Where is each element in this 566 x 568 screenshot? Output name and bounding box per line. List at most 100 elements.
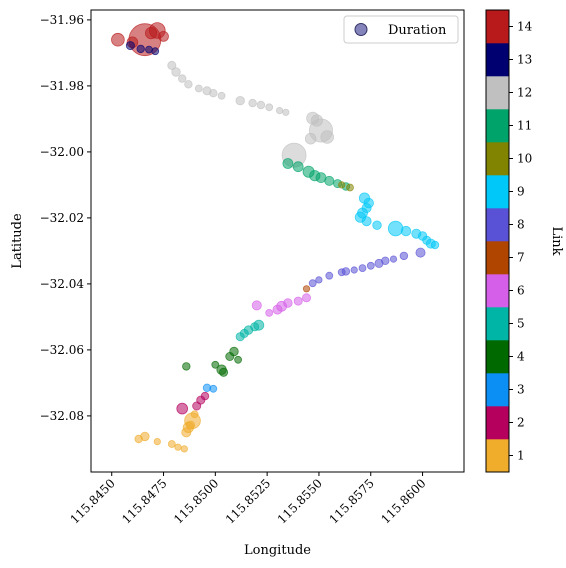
colorbar-tick-label: 7 bbox=[517, 251, 525, 265]
scatter-point bbox=[358, 264, 367, 273]
x-tick-label: 115.8525 bbox=[223, 476, 273, 526]
y-axis: −31.96 −31.98 −32.00 −32.02 −32.04 −32.06 −32.… bbox=[40, 13, 91, 423]
scatter-point bbox=[167, 60, 177, 70]
scatter-point bbox=[234, 355, 243, 364]
scatter-point bbox=[111, 32, 125, 47]
y-tick-label: −32.08 bbox=[40, 409, 84, 423]
scatter-point bbox=[415, 247, 426, 258]
scatter-point bbox=[366, 261, 375, 270]
colorbar-swatch bbox=[486, 175, 509, 209]
colorbar-tick-label: 11 bbox=[517, 119, 532, 133]
scatter-point bbox=[387, 220, 404, 237]
scatter-point bbox=[251, 300, 262, 311]
scatter-point bbox=[209, 384, 218, 393]
scatter-point bbox=[361, 216, 372, 227]
scatter-point bbox=[250, 322, 260, 332]
colorbar-tick-label: 1 bbox=[517, 449, 525, 463]
scatter-point bbox=[248, 98, 257, 108]
scatter-point bbox=[239, 328, 249, 338]
y-tick-label: −32.04 bbox=[40, 277, 85, 291]
scatter-point bbox=[361, 202, 372, 213]
scatter-point bbox=[283, 298, 293, 308]
legend-marker bbox=[354, 23, 368, 36]
colorbar-swatch bbox=[486, 142, 509, 176]
colorbar-tick-label: 2 bbox=[517, 416, 525, 430]
scatter-point bbox=[190, 410, 199, 419]
scatter-point bbox=[174, 443, 182, 451]
scatter-point bbox=[265, 308, 274, 317]
scatter-point bbox=[209, 88, 218, 98]
scatter-point bbox=[158, 31, 169, 42]
scatter-point bbox=[184, 80, 193, 89]
legend-entry-duration: Duration bbox=[388, 23, 447, 38]
scatter-point bbox=[324, 175, 335, 186]
x-tick-label: 115.8600 bbox=[378, 476, 428, 526]
scatter-point bbox=[272, 304, 283, 315]
scatter-point bbox=[350, 266, 358, 274]
scatter-point bbox=[219, 367, 229, 377]
scatter-point bbox=[337, 268, 346, 277]
y-tick-label: −32.02 bbox=[40, 211, 84, 225]
scatter-point bbox=[181, 427, 192, 438]
scatter-point bbox=[320, 130, 335, 144]
scatter-point bbox=[145, 26, 158, 40]
x-tick-label: 115.8475 bbox=[119, 476, 169, 526]
scatter-point bbox=[171, 67, 181, 77]
colorbar-tick-label: 9 bbox=[517, 185, 525, 199]
scatter-point bbox=[211, 360, 220, 369]
scatter-point bbox=[389, 255, 398, 263]
colorbar-swatch bbox=[486, 208, 509, 242]
legend-box bbox=[343, 15, 459, 44]
colorbar-tick-label: 10 bbox=[517, 152, 532, 166]
x-tick-label: 115.8550 bbox=[275, 476, 325, 526]
scatter-point bbox=[372, 220, 382, 230]
scatter-point bbox=[200, 391, 210, 401]
scatter-point bbox=[308, 279, 317, 288]
scatter-point bbox=[301, 293, 311, 303]
colorbar-tick-label: 3 bbox=[517, 383, 525, 397]
scatter-point bbox=[430, 240, 440, 250]
colorbar-swatch bbox=[486, 241, 509, 275]
scatter-point bbox=[194, 84, 203, 93]
colorbar-frame bbox=[485, 9, 510, 473]
scatter-point bbox=[134, 434, 143, 444]
colorbar-swatch bbox=[486, 406, 509, 440]
colorbar-label: Link bbox=[549, 226, 564, 255]
colorbar-swatch bbox=[486, 76, 509, 110]
scatter-point bbox=[304, 132, 317, 145]
scatter-point bbox=[217, 91, 226, 100]
y-tick-label: −32.00 bbox=[40, 145, 84, 159]
scatter-point bbox=[167, 440, 176, 448]
scatter-point bbox=[399, 251, 409, 261]
scatter-point bbox=[185, 420, 195, 430]
colorbar-swatch bbox=[486, 43, 509, 77]
scatter-point bbox=[235, 95, 245, 106]
scatter-point bbox=[310, 114, 323, 127]
colorbar-swatch bbox=[486, 109, 509, 143]
x-tick-label: 115.8500 bbox=[171, 476, 221, 526]
scatter-point bbox=[293, 296, 303, 306]
colorbar-swatch bbox=[486, 373, 509, 407]
x-axis-label: Longitude bbox=[244, 543, 311, 558]
scatter-point bbox=[282, 158, 294, 169]
scatter-point bbox=[182, 362, 191, 371]
colorbar-swatch bbox=[486, 274, 509, 308]
scatter-point bbox=[180, 445, 188, 453]
legend: Duration bbox=[343, 15, 459, 44]
colorbar-swatch bbox=[486, 10, 509, 44]
scatter-point bbox=[177, 74, 187, 83]
scatter-point bbox=[422, 235, 432, 245]
x-tick-label: 115.8450 bbox=[67, 476, 117, 526]
points-layer bbox=[111, 22, 440, 453]
scatter-point bbox=[325, 271, 334, 280]
scatter-point bbox=[400, 225, 412, 237]
colorbar-swatch bbox=[486, 439, 509, 473]
colorbar-tick-label: 4 bbox=[517, 350, 525, 364]
colorbar-tick-label: 14 bbox=[517, 20, 533, 34]
colorbar-tick-label: 5 bbox=[517, 317, 525, 331]
scatter-point bbox=[346, 183, 354, 192]
scatter-point bbox=[225, 351, 235, 361]
scatter-point bbox=[302, 285, 311, 293]
scatter-point bbox=[151, 47, 160, 56]
